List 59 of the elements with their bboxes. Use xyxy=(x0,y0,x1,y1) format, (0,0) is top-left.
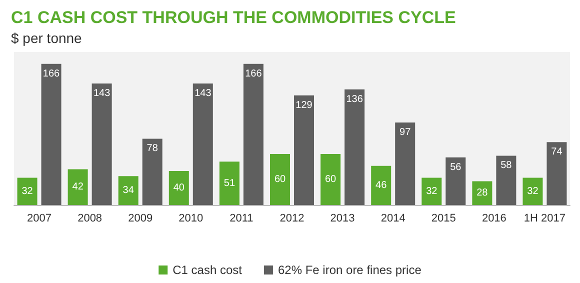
bar xyxy=(472,181,492,205)
bar xyxy=(118,176,138,205)
x-tick-label: 2013 xyxy=(330,212,355,224)
bar xyxy=(192,83,213,205)
x-tick-label: 2010 xyxy=(178,212,204,224)
data-label: 78 xyxy=(146,143,158,154)
bar xyxy=(320,154,341,205)
data-label: 28 xyxy=(476,188,488,199)
data-label: 143 xyxy=(93,88,111,99)
bar xyxy=(522,178,543,205)
data-label: 60 xyxy=(324,174,337,185)
bar xyxy=(496,156,516,205)
x-tick-label: 2008 xyxy=(78,212,102,224)
data-label: 136 xyxy=(346,94,364,105)
data-label: 42 xyxy=(72,182,84,193)
data-label: 46 xyxy=(376,180,388,191)
x-tick-label: 2009 xyxy=(128,212,153,224)
data-label: 34 xyxy=(122,185,134,196)
legend-label: 62% Fe iron ore fines price xyxy=(278,263,422,277)
bar xyxy=(142,138,162,205)
x-tick-label: 2016 xyxy=(482,212,506,224)
data-label: 143 xyxy=(194,88,212,99)
chart-title: C1 CASH COST THROUGH THE COMMODITIES CYCLE xyxy=(11,8,456,27)
bar xyxy=(270,154,290,205)
x-tick-label: 2014 xyxy=(380,212,406,224)
bar xyxy=(219,162,240,205)
bar xyxy=(371,166,392,205)
bar xyxy=(243,64,264,205)
bar xyxy=(422,178,442,205)
data-label: 51 xyxy=(224,178,236,189)
x-tick-label: 1H 2017 xyxy=(524,212,566,224)
chart-subtitle: $ per tonne xyxy=(11,30,82,46)
bar xyxy=(446,157,466,205)
bar xyxy=(168,171,189,205)
x-tick-label: 2015 xyxy=(431,212,456,224)
data-label: 32 xyxy=(426,186,438,197)
bar xyxy=(294,95,314,205)
bar xyxy=(395,122,416,205)
data-label: 40 xyxy=(173,182,185,194)
data-label: 129 xyxy=(296,100,313,111)
legend-label: C1 cash cost xyxy=(172,263,243,277)
data-label: 166 xyxy=(42,68,60,80)
data-label: 58 xyxy=(500,160,512,172)
bar xyxy=(68,169,88,205)
bar xyxy=(546,142,567,205)
data-label: 32 xyxy=(22,186,34,197)
bar xyxy=(17,178,38,205)
bar xyxy=(344,89,365,205)
bar xyxy=(41,64,62,205)
x-tick-label: 2011 xyxy=(230,212,254,224)
x-tick-label: 2012 xyxy=(280,212,304,224)
x-tick-label: 2007 xyxy=(27,212,52,224)
bar xyxy=(92,83,112,205)
data-label: 60 xyxy=(274,174,286,185)
data-label: 166 xyxy=(245,68,262,80)
data-label: 74 xyxy=(551,146,563,158)
data-label: 97 xyxy=(400,127,412,138)
data-label: 32 xyxy=(527,186,539,197)
data-label: 56 xyxy=(450,162,462,173)
